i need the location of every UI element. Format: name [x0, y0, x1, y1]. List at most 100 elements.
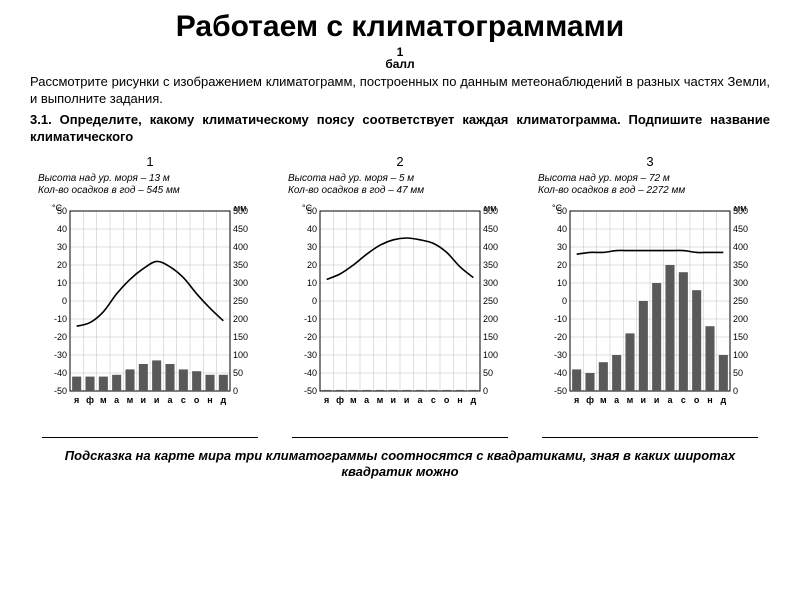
svg-text:ф: ф [586, 395, 594, 405]
svg-text:о: о [694, 395, 700, 405]
svg-text:400: 400 [233, 242, 248, 252]
svg-text:150: 150 [483, 332, 498, 342]
svg-text:0: 0 [233, 386, 238, 396]
score-label: балл [30, 58, 770, 70]
svg-text:с: с [431, 395, 436, 405]
svg-text:450: 450 [233, 224, 248, 234]
svg-text:-50: -50 [304, 386, 317, 396]
chart-info: Высота над ур. моря – 13 мКол-во осадков… [30, 173, 270, 197]
climatogram-2: 2Высота над ур. моря – 5 мКол-во осадков… [280, 154, 520, 438]
svg-text:10: 10 [307, 278, 317, 288]
climatogram-3: 3 Высота над ур. моря – 72 мКол-во осадко… [530, 154, 770, 438]
svg-text:30: 30 [557, 242, 567, 252]
svg-text:а: а [417, 395, 423, 405]
svg-text:-40: -40 [54, 368, 67, 378]
svg-text:0: 0 [62, 296, 67, 306]
svg-text:а: а [167, 395, 173, 405]
svg-text:0: 0 [562, 296, 567, 306]
svg-text:м: м [627, 395, 634, 405]
svg-text:400: 400 [733, 242, 748, 252]
svg-text:250: 250 [733, 296, 748, 306]
svg-text:а: а [114, 395, 120, 405]
svg-text:0: 0 [483, 386, 488, 396]
svg-text:с: с [681, 395, 686, 405]
svg-text:400: 400 [483, 242, 498, 252]
svg-text:и: и [641, 395, 647, 405]
svg-text:100: 100 [733, 350, 748, 360]
svg-text:450: 450 [733, 224, 748, 234]
svg-text:д: д [220, 395, 226, 405]
svg-text:30: 30 [57, 242, 67, 252]
svg-text:ф: ф [86, 395, 94, 405]
svg-text:-10: -10 [54, 314, 67, 324]
svg-text:ф: ф [336, 395, 344, 405]
svg-text:300: 300 [483, 278, 498, 288]
svg-text:-50: -50 [54, 386, 67, 396]
svg-text:я: я [324, 395, 329, 405]
svg-text:м: м [100, 395, 107, 405]
svg-text:200: 200 [233, 314, 248, 324]
svg-text:мм: мм [484, 203, 496, 213]
answer-line[interactable] [42, 437, 258, 438]
svg-text:м: м [350, 395, 357, 405]
svg-text:и: и [404, 395, 410, 405]
svg-text:н: н [457, 395, 462, 405]
svg-text:50: 50 [733, 368, 743, 378]
svg-text:10: 10 [557, 278, 567, 288]
svg-text:200: 200 [733, 314, 748, 324]
svg-text:о: о [194, 395, 200, 405]
chart-number: 1 [146, 154, 153, 169]
answer-line[interactable] [292, 437, 508, 438]
svg-text:о: о [444, 395, 450, 405]
svg-text:-20: -20 [54, 332, 67, 342]
svg-text:м: м [600, 395, 607, 405]
svg-text:350: 350 [483, 260, 498, 270]
svg-text:30: 30 [307, 242, 317, 252]
svg-text:м: м [127, 395, 134, 405]
answer-line[interactable] [542, 437, 758, 438]
hint-text: Подсказка на карте мира три климатограмм… [30, 448, 770, 482]
svg-text:20: 20 [557, 260, 567, 270]
svg-text:и: и [391, 395, 397, 405]
svg-text:50: 50 [483, 368, 493, 378]
svg-text:°C: °C [52, 203, 63, 213]
svg-text:а: а [614, 395, 620, 405]
svg-text:°C: °C [552, 203, 563, 213]
chart-info: Высота над ур. моря – 5 мКол-во осадков … [280, 173, 520, 197]
svg-text:100: 100 [483, 350, 498, 360]
svg-text:-30: -30 [54, 350, 67, 360]
svg-text:и: и [141, 395, 147, 405]
climatogram-1: 1 Высота над ур. моря – 13 мКол-во осадко… [30, 154, 270, 438]
svg-text:150: 150 [233, 332, 248, 342]
svg-text:-40: -40 [304, 368, 317, 378]
svg-text:200: 200 [483, 314, 498, 324]
svg-text:150: 150 [733, 332, 748, 342]
svg-text:10: 10 [57, 278, 67, 288]
svg-text:-50: -50 [554, 386, 567, 396]
climatogram-svg: -50-40-30-20-100102030405005010015020025… [540, 201, 760, 431]
svg-text:40: 40 [557, 224, 567, 234]
svg-text:100: 100 [233, 350, 248, 360]
svg-text:300: 300 [733, 278, 748, 288]
svg-text:50: 50 [233, 368, 243, 378]
svg-text:350: 350 [733, 260, 748, 270]
chart-info: Высота над ур. моря – 72 мКол-во осадков… [530, 173, 770, 197]
svg-text:300: 300 [233, 278, 248, 288]
svg-text:250: 250 [233, 296, 248, 306]
svg-text:н: н [207, 395, 212, 405]
svg-text:-20: -20 [554, 332, 567, 342]
svg-text:20: 20 [307, 260, 317, 270]
chart-number: 3 [646, 154, 653, 169]
svg-text:мм: мм [234, 203, 246, 213]
svg-text:д: д [470, 395, 476, 405]
svg-text:д: д [720, 395, 726, 405]
svg-text:40: 40 [57, 224, 67, 234]
climatogram-svg: -50-40-30-20-100102030405005010015020025… [290, 201, 510, 431]
svg-text:м: м [377, 395, 384, 405]
svg-text:и: и [154, 395, 160, 405]
svg-text:а: а [364, 395, 370, 405]
svg-text:250: 250 [483, 296, 498, 306]
charts-row: 1 Высота над ур. моря – 13 мКол-во осадко… [30, 154, 770, 438]
svg-text:я: я [74, 395, 79, 405]
svg-text:-30: -30 [304, 350, 317, 360]
